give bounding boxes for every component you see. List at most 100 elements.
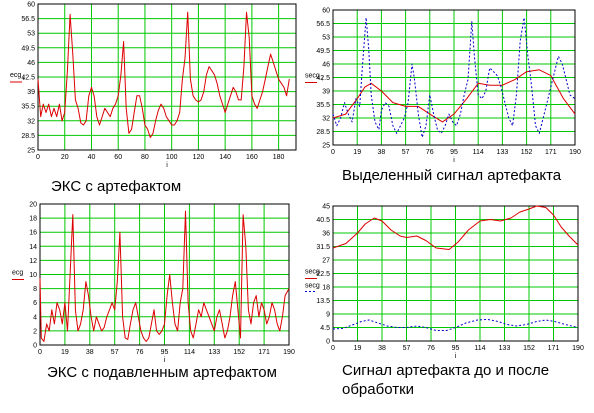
y-tick-label: 0	[33, 343, 37, 350]
x-tick-label: 19	[353, 149, 361, 156]
y-tick-label: 22.5	[316, 271, 330, 278]
y-axis-label: ecg	[12, 270, 23, 277]
y-tick-label: 53	[322, 35, 330, 42]
x-tick-label: 0	[36, 154, 40, 161]
x-tick-label: 133	[208, 349, 220, 356]
x-tick-label: 20	[61, 154, 69, 161]
y-tick-label: 56.5	[21, 16, 35, 23]
y-tick-label: 14	[29, 244, 37, 251]
x-axis-label: i	[164, 357, 166, 364]
y-tick-label: 16	[29, 230, 37, 237]
x-tick-label: 57	[402, 149, 410, 156]
y-tick-label: 25	[322, 143, 330, 150]
x-tick-label: 0	[38, 349, 42, 356]
x-tick-label: 171	[258, 349, 270, 356]
series-line-red	[37, 11, 290, 138]
y-axis-label-2: secg	[305, 283, 320, 290]
y-tick-label: 45	[322, 204, 330, 211]
y-tick-label: 4	[33, 314, 37, 321]
chart-tl: 25 28.5 32 35.5 39 42.5 46 49.5 53 56.5 60 0 20 40 60 8…	[10, 2, 297, 169]
caption-bottom-right-line2: обработки	[342, 381, 415, 398]
x-axis-label: i	[455, 353, 457, 360]
caption-top-left: ЭКС с артефактом	[51, 178, 182, 195]
y-tick-label: 25	[27, 148, 35, 155]
x-tick-label: 38	[378, 345, 386, 352]
x-tick-label: 76	[427, 345, 435, 352]
y-tick-label: 39	[322, 89, 330, 96]
y-tick-label: 2	[33, 328, 37, 335]
x-tick-label: 40	[88, 154, 96, 161]
x-tick-label: 114	[473, 149, 484, 156]
y-tick-label: 35.5	[316, 102, 330, 109]
x-tick-label: 171	[545, 149, 557, 156]
y-tick-label: 28.5	[21, 133, 35, 140]
y-axis-label: secg	[305, 269, 320, 276]
x-tick-label: 133	[497, 149, 509, 156]
x-tick-label: 95	[452, 345, 460, 352]
x-tick-label: 76	[136, 349, 144, 356]
x-tick-label: 133	[499, 345, 511, 352]
caption-bottom-right-line1: Сигнал артефакта до и после	[342, 362, 550, 379]
series-line-blue	[332, 17, 576, 138]
x-tick-label: 38	[86, 349, 94, 356]
x-tick-label: 190	[572, 345, 584, 352]
y-tick-label: 20	[29, 202, 37, 209]
series-line-red	[332, 205, 579, 250]
series-line-red	[332, 69, 576, 123]
chart-bl: 0 2 4 6 8 10 12 14 16 18 20 0 19 38 57 76 95 114 133 152 171…	[12, 202, 295, 364]
plot-frame	[332, 205, 579, 342]
x-tick-label: 19	[61, 349, 69, 356]
y-tick-label: 53	[27, 31, 35, 38]
x-tick-label: 152	[233, 349, 245, 356]
y-tick-label: 40.5	[316, 217, 330, 224]
y-tick-label: 46	[322, 62, 330, 69]
x-tick-label: 114	[474, 345, 485, 352]
y-tick-label: 36	[322, 231, 330, 238]
y-tick-label: 31.5	[316, 244, 330, 251]
plot-frame	[37, 3, 297, 151]
x-tick-label: 140	[219, 154, 231, 161]
x-tick-label: 80	[141, 154, 149, 161]
x-tick-label: 114	[184, 349, 195, 356]
y-axis-label: ecg	[10, 72, 21, 79]
x-tick-label: 120	[193, 154, 205, 161]
plot-frame	[39, 203, 290, 346]
y-tick-label: 0	[326, 339, 330, 346]
plot-frame	[332, 9, 576, 146]
x-tick-label: 0	[331, 345, 335, 352]
y-tick-label: 49.5	[316, 48, 330, 55]
chart-tr: 25 28.5 32 35.5 39 42.5 46 49.5 53 56.5 60 0 19 38 57 7…	[305, 8, 581, 164]
x-tick-label: 76	[426, 149, 434, 156]
x-tick-label: 190	[283, 349, 295, 356]
x-axis-label: i	[166, 162, 168, 169]
x-tick-label: 160	[246, 154, 258, 161]
y-tick-label: 8	[33, 286, 37, 293]
y-tick-label: 49.5	[21, 45, 35, 52]
x-tick-label: 57	[403, 345, 411, 352]
y-tick-label: 60	[27, 2, 35, 9]
y-tick-label: 42.5	[21, 75, 35, 82]
y-tick-label: 42.5	[316, 75, 330, 82]
x-tick-label: 0	[331, 149, 335, 156]
chart-br: 0 4.5 9 13.5 18 22.5 27 31.5 36 40.5 45 0 19 38 57 76 95…	[305, 204, 584, 360]
x-tick-label: 60	[114, 154, 122, 161]
y-axis-label: secg	[305, 73, 320, 80]
x-axis-label: i	[453, 157, 455, 164]
y-tick-label: 6	[33, 300, 37, 307]
y-tick-label: 60	[322, 8, 330, 15]
x-tick-label: 180	[273, 154, 285, 161]
y-axis-label-subscript: i	[322, 77, 323, 83]
x-tick-label: 38	[378, 149, 386, 156]
y-tick-label: 4.5	[320, 325, 330, 332]
x-tick-label: 19	[354, 345, 362, 352]
x-tick-label: 95	[161, 349, 169, 356]
x-tick-label: 57	[111, 349, 119, 356]
x-tick-label: 95	[450, 149, 458, 156]
y-tick-label: 13.5	[316, 298, 330, 305]
series-line-blue	[332, 318, 579, 331]
y-tick-label: 46	[27, 60, 35, 67]
y-tick-label: 10	[29, 272, 37, 279]
caption-bottom-left: ЭКС с подавленным артефактом	[47, 364, 277, 381]
y-tick-label: 32	[322, 116, 330, 123]
